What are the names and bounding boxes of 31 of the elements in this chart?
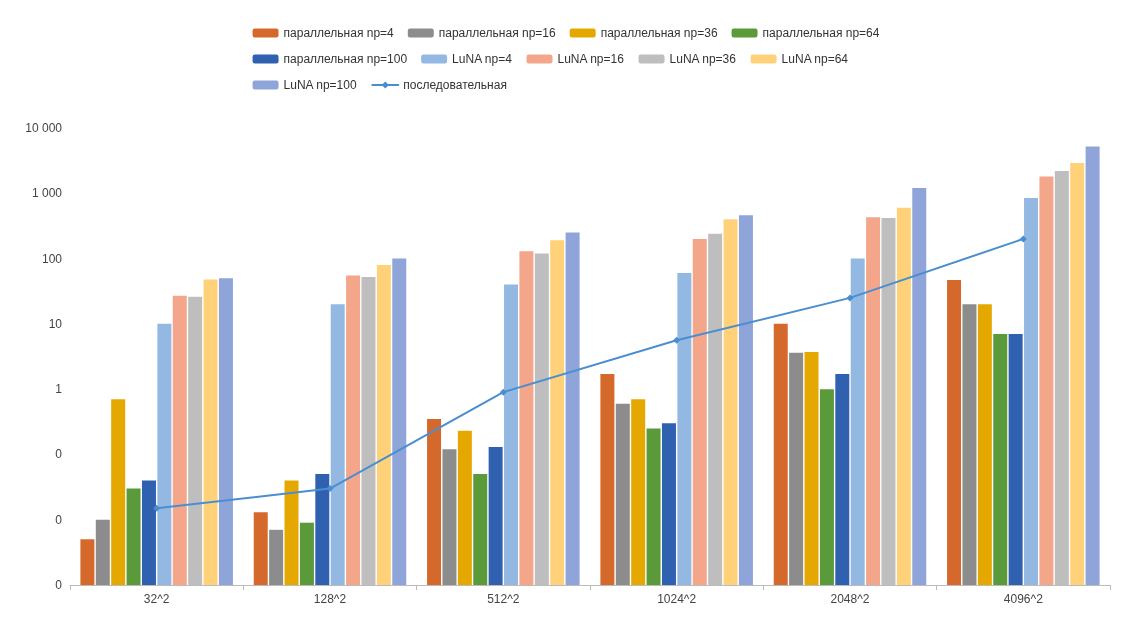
y-tick-label: 1 000 xyxy=(31,186,63,201)
legend-label: параллельная np=36 xyxy=(600,26,718,40)
x-tick-label: 512^2 xyxy=(487,592,520,606)
point xyxy=(499,388,507,396)
legend-label: параллельная np=64 xyxy=(762,26,880,40)
y-tick-label: 0 xyxy=(55,447,63,462)
y-tick-label: 0 xyxy=(55,512,63,527)
legend-label: параллельная np=4 xyxy=(283,26,395,40)
y-tick-label: 10 xyxy=(48,316,63,331)
y-tick-label: 1 xyxy=(55,382,63,397)
point xyxy=(673,336,681,344)
legend-label: LuNA np=100 xyxy=(283,78,357,92)
x-tick-label: 2048^2 xyxy=(830,592,870,606)
point xyxy=(1019,235,1027,243)
x-tick-label: 32^2 xyxy=(143,592,170,606)
legend-label: LuNA np=4 xyxy=(452,52,513,66)
legend-label: LuNA np=16 xyxy=(557,52,625,66)
point xyxy=(153,504,161,512)
x-tick-label: 128^2 xyxy=(313,592,347,606)
point xyxy=(846,294,854,302)
y-tick-label: 10 000 xyxy=(25,121,63,135)
point xyxy=(326,485,334,493)
legend-label: последовательная xyxy=(403,78,507,92)
legend-label: параллельная np=16 xyxy=(438,26,556,40)
legend-label: LuNA np=64 xyxy=(781,52,849,66)
y-tick-label: 0 xyxy=(55,578,63,592)
legend-label: LuNA np=36 xyxy=(669,52,737,66)
x-tick-label: 4096^2 xyxy=(1003,592,1044,606)
x-tick-label: 1024^2 xyxy=(657,592,697,606)
legend-label: параллельная np=100 xyxy=(283,52,408,66)
y-tick-label: 100 xyxy=(41,251,63,266)
